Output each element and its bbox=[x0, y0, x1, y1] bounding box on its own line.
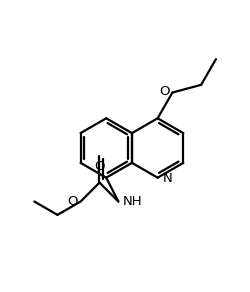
Text: O: O bbox=[94, 160, 105, 173]
Text: O: O bbox=[67, 195, 78, 208]
Text: N: N bbox=[162, 172, 172, 185]
Text: O: O bbox=[159, 85, 170, 98]
Text: NH: NH bbox=[122, 195, 142, 208]
